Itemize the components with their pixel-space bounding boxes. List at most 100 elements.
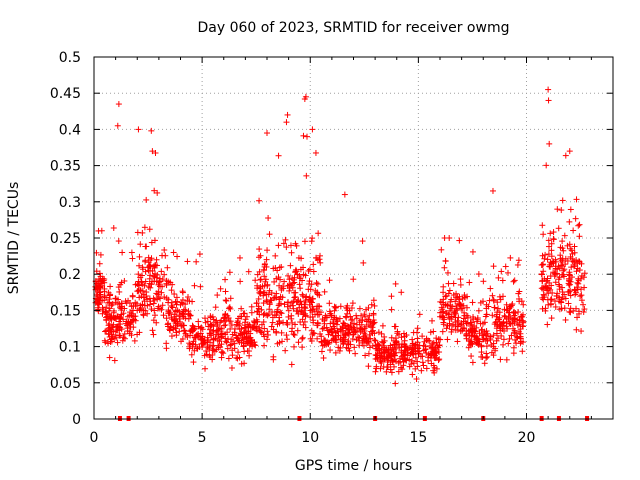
data-point-196 <box>121 277 128 284</box>
data-point-212 <box>121 305 128 312</box>
data-point-1729 <box>482 331 489 338</box>
data-point-997 <box>290 343 297 350</box>
data-point-2110 <box>304 133 311 140</box>
data-point-1115 <box>366 344 373 351</box>
data-point-1082 <box>327 347 334 354</box>
data-point-548 <box>204 338 211 345</box>
data-point-1965 <box>543 162 550 169</box>
data-point-1048 <box>301 303 308 310</box>
data-point-260 <box>154 189 161 196</box>
data-point-227 <box>130 302 137 309</box>
data-point-1407 <box>387 366 394 373</box>
data-point-53 <box>101 292 108 299</box>
data-point-947 <box>317 309 324 316</box>
data-point-1318 <box>431 369 438 376</box>
data-point-1960 <box>546 261 553 268</box>
data-point-1513 <box>402 343 409 350</box>
data-point-856 <box>261 333 268 340</box>
data-point-1091 <box>321 320 328 327</box>
data-point-988 <box>297 285 304 292</box>
data-point-518 <box>190 359 197 366</box>
y-tick-label-1: 0.05 <box>50 376 81 392</box>
data-point-2027 <box>580 309 587 316</box>
data-point-878 <box>261 267 268 274</box>
data-point-1730 <box>468 319 475 326</box>
data-point-683 <box>223 339 230 346</box>
data-point-539 <box>186 340 193 347</box>
data-point-734 <box>227 325 234 332</box>
data-point-1618 <box>450 280 457 287</box>
data-point-198 <box>130 317 137 324</box>
data-point-1406 <box>427 329 434 336</box>
data-point-1239 <box>326 300 333 307</box>
data-point-716 <box>221 322 228 329</box>
data-point-1473 <box>409 340 416 347</box>
data-point-1639 <box>440 283 447 290</box>
data-point-637 <box>252 342 259 349</box>
data-point-1592 <box>456 302 463 309</box>
data-point-1715 <box>483 311 490 318</box>
data-point-2105 <box>284 111 291 118</box>
data-point-2093 <box>572 215 579 222</box>
x-tick-labels: 0 5 10 15 20 <box>90 430 536 446</box>
data-point-665 <box>216 325 223 332</box>
data-point-1963 <box>544 287 551 294</box>
data-point-1200 <box>353 321 360 328</box>
data-point-2074 <box>561 266 568 273</box>
data-point-995 <box>289 325 296 332</box>
data-point-1932 <box>548 247 555 254</box>
data-point-1902 <box>548 296 555 303</box>
data-point-1379 <box>436 356 443 363</box>
data-point-2100 <box>115 101 122 108</box>
data-point-820 <box>283 319 290 326</box>
data-point-1160 <box>365 363 372 370</box>
data-point-770 <box>265 291 272 298</box>
y-tick-label-8: 0.4 <box>59 122 81 138</box>
data-point-1638 <box>441 264 448 271</box>
data-point-2063 <box>575 277 582 284</box>
data-point-1230 <box>357 317 364 324</box>
data-point-832 <box>267 296 274 303</box>
data-point-1968 <box>540 231 547 238</box>
data-point-1450 <box>378 350 385 357</box>
data-point-1746 <box>464 312 471 319</box>
data-point-1749 <box>483 328 490 335</box>
data-point-616 <box>236 326 243 333</box>
data-point-1789 <box>496 293 503 300</box>
data-point-2114 <box>545 97 552 104</box>
data-point-1782 <box>495 305 502 312</box>
data-point-1616 <box>438 309 445 316</box>
data-point-1896 <box>550 269 557 276</box>
data-point-1238 <box>334 327 341 334</box>
data-point-439 <box>171 317 178 324</box>
data-point-2022 <box>559 284 566 291</box>
data-point-332 <box>151 307 158 314</box>
data-point-785 <box>282 236 289 243</box>
data-point-593 <box>214 292 221 299</box>
data-point-1519 <box>384 354 391 361</box>
data-point-882 <box>258 306 265 313</box>
data-point-1994 <box>562 295 569 302</box>
data-point-1497 <box>378 338 385 345</box>
data-point-1962 <box>549 289 556 296</box>
data-point-447 <box>164 321 171 328</box>
data-point-98 <box>106 320 113 327</box>
data-point-1037 <box>309 331 316 338</box>
data-point-1817 <box>495 274 502 281</box>
data-point-359 <box>161 294 168 301</box>
data-point-753 <box>281 278 288 285</box>
data-point-1240 <box>363 318 370 325</box>
data-point-1042 <box>291 289 298 296</box>
data-point-727 <box>251 339 258 346</box>
data-point-1598 <box>461 292 468 299</box>
data-point-1904 <box>545 237 552 244</box>
data-point-1882 <box>511 312 518 319</box>
data-point-1859 <box>498 268 505 275</box>
data-point-185 <box>129 292 136 299</box>
data-point-1939 <box>542 305 549 312</box>
data-point-264 <box>158 289 165 296</box>
data-point-1456 <box>435 344 442 351</box>
data-point-1865 <box>499 326 506 333</box>
data-point-746 <box>283 332 290 339</box>
data-point-739 <box>244 338 251 345</box>
